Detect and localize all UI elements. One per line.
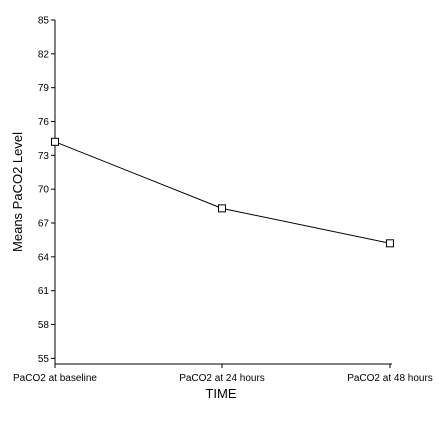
y-ticks: 55 58 61 64 67 70 73 76 79 82 85 xyxy=(38,16,55,365)
series xyxy=(51,137,394,248)
x-ticks: PaCO2 at baseline PaCO2 at 24 hours PaCO2 … xyxy=(13,364,433,384)
data-point-marker xyxy=(51,137,59,146)
series-line xyxy=(54,141,391,244)
data-point-marker xyxy=(218,204,226,213)
x-category-label: PaCO2 at baseline xyxy=(13,373,97,384)
y-tick-label: 70 xyxy=(38,185,50,196)
y-tick-label: 55 xyxy=(38,354,50,365)
y-tick-label: 61 xyxy=(38,286,50,297)
y-tick-label: 58 xyxy=(38,320,50,331)
y-tick-label: 67 xyxy=(38,219,50,230)
x-category-label: PaCO2 at 24 hours xyxy=(179,373,265,384)
y-tick-label: 73 xyxy=(38,151,50,162)
y-tick-label: 82 xyxy=(38,49,50,60)
x-axis-title: TIME xyxy=(205,386,236,401)
y-axis-title: Means PaCO2 Level xyxy=(10,132,25,252)
y-tick-label: 85 xyxy=(38,16,50,27)
axes xyxy=(54,20,392,365)
data-point-marker xyxy=(386,239,394,248)
y-tick-label: 79 xyxy=(38,83,50,94)
y-tick-label: 76 xyxy=(38,117,50,128)
y-tick-label: 64 xyxy=(38,252,50,263)
x-category-label: PaCO2 at 48 hours xyxy=(347,373,433,384)
